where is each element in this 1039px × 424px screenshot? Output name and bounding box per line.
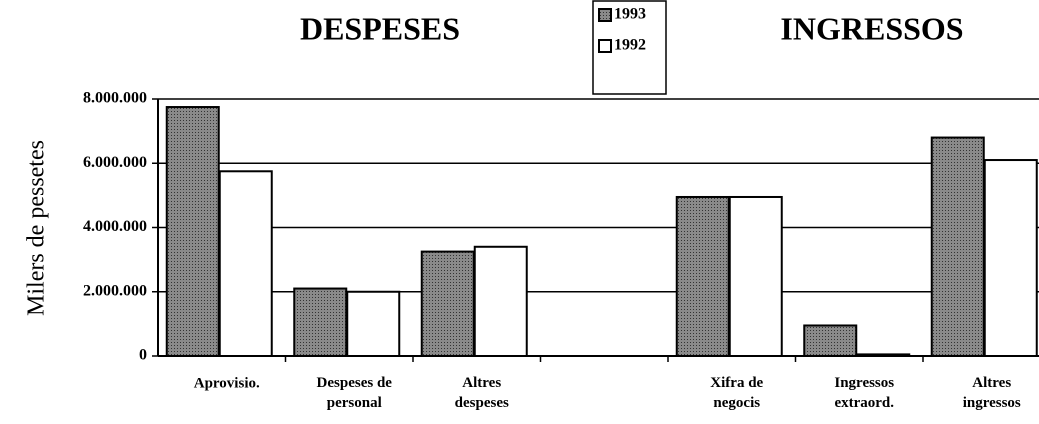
legend-label: 1993 bbox=[614, 6, 646, 23]
x-tick-label: Ingressos extraord. bbox=[834, 375, 894, 411]
bar bbox=[675, 195, 730, 357]
bar bbox=[803, 324, 858, 358]
chart-title: DESPESES bbox=[300, 10, 460, 46]
y-tick-label: 8.000.000 bbox=[83, 90, 147, 107]
y-tick-label: 2.000.000 bbox=[83, 282, 147, 299]
bar bbox=[346, 290, 401, 357]
bar bbox=[165, 106, 220, 357]
y-axis-label: Milers de pessetes bbox=[24, 140, 50, 316]
x-tick-label: Altres ingressos bbox=[963, 375, 1021, 411]
legend-label: 1992 bbox=[614, 37, 646, 54]
bar bbox=[420, 250, 475, 357]
legend-swatch bbox=[598, 39, 612, 53]
x-tick-label: Xifra de negocis bbox=[710, 375, 763, 411]
x-tick-label: Despeses de personal bbox=[317, 375, 393, 411]
bar bbox=[473, 245, 528, 357]
x-tick-label: Aprovisio. bbox=[194, 375, 260, 391]
bar bbox=[293, 287, 348, 358]
bar bbox=[728, 195, 783, 357]
chart-title: INGRESSOS bbox=[780, 10, 963, 46]
x-tick-label: Altres despeses bbox=[455, 375, 509, 411]
legend-swatch bbox=[598, 8, 612, 22]
bar bbox=[983, 159, 1038, 357]
y-tick-label: 6.000.000 bbox=[83, 154, 147, 171]
y-tick-label: 0 bbox=[139, 347, 147, 364]
bar bbox=[930, 136, 985, 357]
y-tick-label: 4.000.000 bbox=[83, 218, 147, 235]
bar bbox=[218, 170, 273, 357]
